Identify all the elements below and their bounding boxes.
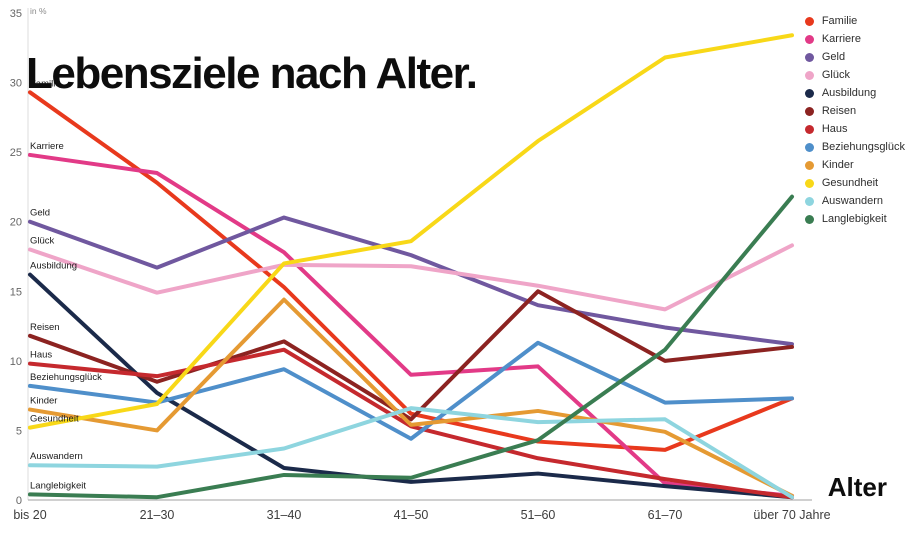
legend-swatch-geld xyxy=(804,52,814,62)
legend-item-kinder: Kinder xyxy=(804,156,905,174)
y-tick-label: 10 xyxy=(10,356,22,368)
series-start-label-gl-ck: Glück xyxy=(30,236,55,247)
legend-item-haus: Haus xyxy=(804,120,905,138)
legend-label: Familie xyxy=(821,15,858,27)
legend-item-ausbildung: Ausbildung xyxy=(804,84,905,102)
line-kinder xyxy=(28,297,794,498)
legend-swatch-ausbildung xyxy=(804,88,814,98)
x-tick-label: 41–50 xyxy=(394,508,429,522)
y-tick-label: 15 xyxy=(10,286,22,298)
series-start-label-auswandern: Auswandern xyxy=(30,451,83,462)
y-tick-label: 20 xyxy=(10,217,22,229)
line-gesundheit xyxy=(28,33,794,430)
x-tick-label: bis 20 xyxy=(13,508,46,522)
line-reisen xyxy=(28,289,794,422)
y-tick-label: 30 xyxy=(10,78,22,90)
legend-swatch-kinder xyxy=(804,160,814,170)
legend-swatch-beziehungsgl-ck xyxy=(804,142,814,152)
y-tick-label: 5 xyxy=(16,425,22,437)
legend-item-reisen: Reisen xyxy=(804,102,905,120)
legend-item-auswandern: Auswandern xyxy=(804,192,905,210)
y-axis-unit-label: in % xyxy=(30,6,47,16)
line-geld xyxy=(28,215,794,347)
y-tick-label: 25 xyxy=(10,147,22,159)
y-tick-label: 35 xyxy=(10,8,22,20)
line-ausbildung xyxy=(28,272,794,500)
legend-label: Kinder xyxy=(821,159,854,171)
legend-label: Glück xyxy=(821,69,850,81)
series-start-label-langlebigkeit: Langlebigkeit xyxy=(30,480,86,491)
series-start-label-karriere: Karriere xyxy=(30,141,64,152)
x-tick-label: 31–40 xyxy=(267,508,302,522)
legend-item-gl-ck: Glück xyxy=(804,66,905,84)
x-tick-label: 51–60 xyxy=(521,508,556,522)
x-tick-label: über 70 Jahre xyxy=(753,508,830,522)
chart-legend: Familie Karriere Geld Glück Ausbildung Reisen… xyxy=(804,12,905,228)
legend-item-langlebigkeit: Langlebigkeit xyxy=(804,210,905,228)
legend-label: Haus xyxy=(821,123,848,135)
line-auswandern xyxy=(28,406,794,500)
legend-item-familie: Familie xyxy=(804,12,905,30)
legend-swatch-familie xyxy=(804,16,814,26)
series-start-label-kinder: Kinder xyxy=(30,396,57,407)
series-start-label-gesundheit: Gesundheit xyxy=(30,414,79,425)
legend-swatch-gl-ck xyxy=(804,70,814,80)
series-start-label-haus: Haus xyxy=(30,350,52,361)
legend-label: Karriere xyxy=(821,33,861,45)
legend-item-beziehungsgl-ck: Beziehungsglück xyxy=(804,138,905,156)
y-tick-label: 0 xyxy=(16,495,22,507)
line-gl-ck xyxy=(28,243,794,312)
series-start-label-reisen: Reisen xyxy=(30,322,60,333)
line-langlebigkeit xyxy=(28,194,794,500)
legend-swatch-karriere xyxy=(804,34,814,44)
series-start-label-beziehungsgl-ck: Beziehungsglück xyxy=(30,372,102,383)
legend-label: Langlebigkeit xyxy=(821,213,887,225)
legend-swatch-haus xyxy=(804,124,814,134)
series-start-label-familie: Familie xyxy=(30,78,61,89)
series-start-label-geld: Geld xyxy=(30,208,50,219)
series-start-label-ausbildung: Ausbildung xyxy=(30,261,77,272)
legend-swatch-gesundheit xyxy=(804,178,814,188)
legend-label: Ausbildung xyxy=(821,87,877,99)
legend-label: Auswandern xyxy=(821,195,883,207)
legend-item-gesundheit: Gesundheit xyxy=(804,174,905,192)
line-familie xyxy=(28,90,794,452)
legend-swatch-auswandern xyxy=(804,196,814,206)
chart-title: Lebensziele nach Alter. xyxy=(26,49,478,99)
legend-swatch-reisen xyxy=(804,106,814,116)
x-axis-title: Alter xyxy=(827,472,887,502)
x-tick-label: 21–30 xyxy=(140,508,175,522)
legend-item-karriere: Karriere xyxy=(804,30,905,48)
legend-item-geld: Geld xyxy=(804,48,905,66)
legend-label: Beziehungsglück xyxy=(821,141,905,153)
legend-swatch-langlebigkeit xyxy=(804,214,814,224)
line-karriere xyxy=(28,152,794,498)
legend-label: Gesundheit xyxy=(821,177,879,189)
x-tick-label: 61–70 xyxy=(648,508,683,522)
legend-label: Reisen xyxy=(821,105,857,117)
legend-label: Geld xyxy=(821,51,846,63)
